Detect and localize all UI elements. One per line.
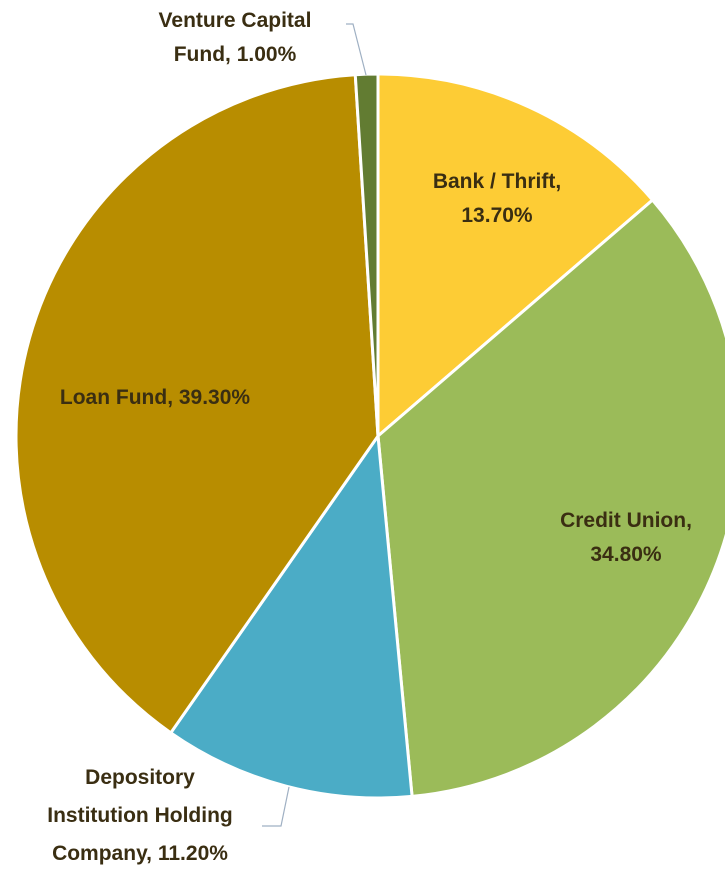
data-label-bank-thrift: Bank / Thrift, 13.70% xyxy=(433,170,561,227)
pie-slice-venture-capital-fund xyxy=(353,72,380,437)
data-label-line: Loan Fund, 39.30% xyxy=(60,386,251,409)
leader-line-depository-institution-holding-company xyxy=(262,786,290,827)
data-label-line: Company, 11.20% xyxy=(52,842,228,865)
data-label-credit-union: Credit Union, 34.80% xyxy=(560,509,692,566)
data-label-line: Institution Holding xyxy=(47,804,232,827)
data-label-line: Depository xyxy=(85,766,195,789)
data-label-line: Fund, 1.00% xyxy=(174,43,297,66)
data-label-line: 13.70% xyxy=(461,204,533,227)
pie-slice-loan-fund xyxy=(14,73,380,735)
data-label-line: 34.80% xyxy=(590,543,662,566)
data-label-line: Venture Capital xyxy=(159,9,312,32)
pie-slice-depository-institution-holding-company xyxy=(168,431,414,800)
slices-layer xyxy=(14,72,725,800)
labels-layer: Bank / Thrift, 13.70% Credit Union, 34.80% D… xyxy=(47,9,692,865)
data-label-line: Credit Union, xyxy=(560,509,692,532)
pie-slice-credit-union xyxy=(376,197,725,799)
data-label-line: Bank / Thrift, xyxy=(433,170,561,193)
data-label-venture-capital-fund: Venture Capital Fund, 1.00% xyxy=(159,9,312,66)
leader-line-venture-capital-fund xyxy=(346,23,367,76)
data-label-depository-institution-holding-company: Depository Institution Holding Company, 11… xyxy=(47,766,232,865)
leader-lines-layer xyxy=(262,23,367,827)
data-label-loan-fund: Loan Fund, 39.30% xyxy=(60,386,251,409)
pie-slice-bank-thrift xyxy=(376,72,655,440)
